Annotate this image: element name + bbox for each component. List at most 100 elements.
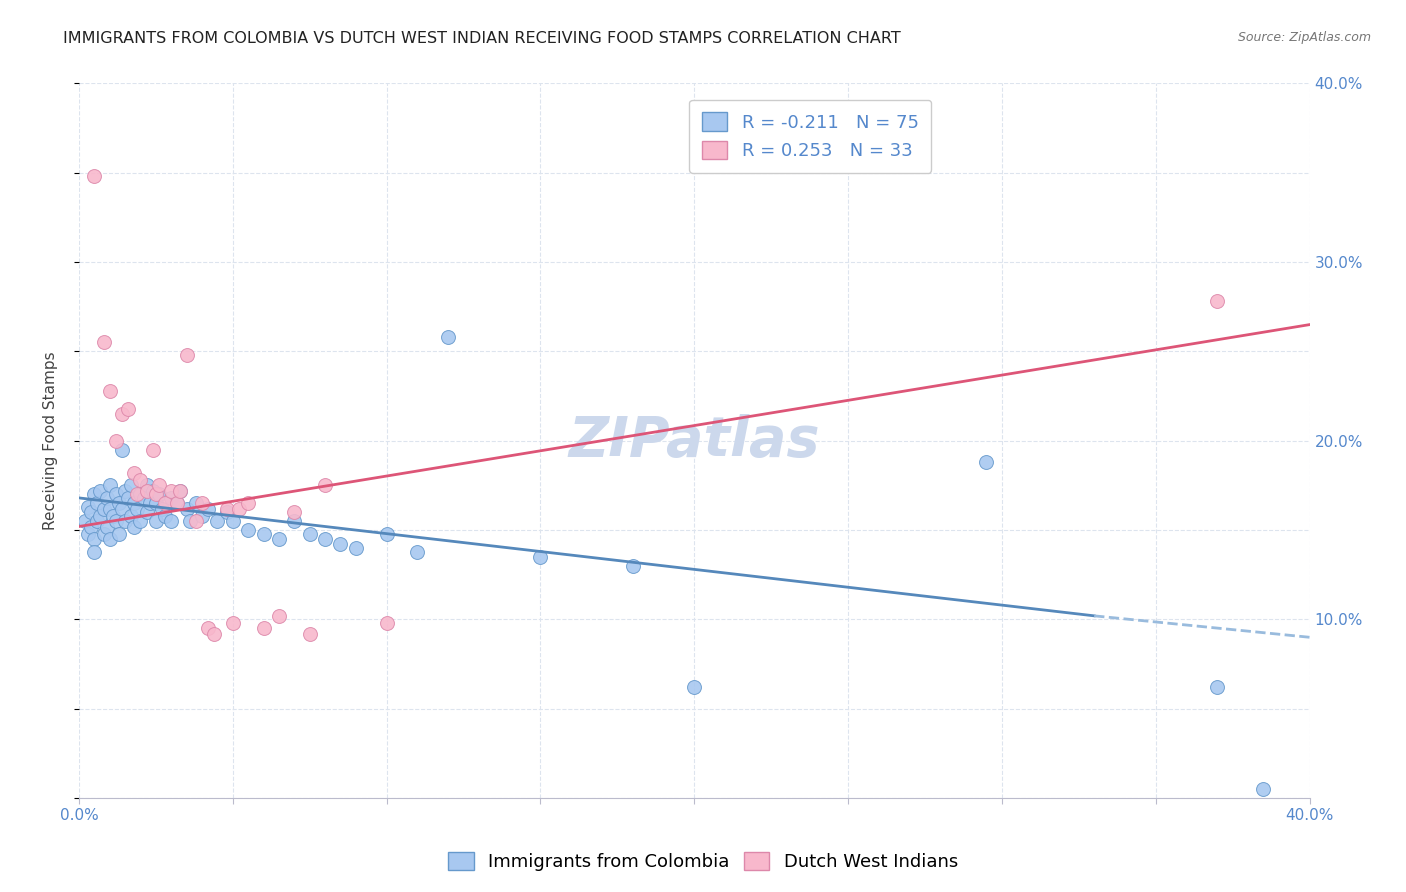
Point xyxy=(145,514,167,528)
Point xyxy=(176,501,198,516)
Point xyxy=(283,514,305,528)
Point xyxy=(135,478,157,492)
Point xyxy=(202,626,225,640)
Point xyxy=(86,514,108,528)
Point xyxy=(529,549,551,564)
Point xyxy=(191,496,214,510)
Point xyxy=(127,501,149,516)
Point xyxy=(166,496,188,510)
Point xyxy=(83,544,105,558)
Point xyxy=(150,501,173,516)
Point xyxy=(166,496,188,510)
Point xyxy=(184,514,207,528)
Point xyxy=(197,621,219,635)
Point xyxy=(124,519,146,533)
Point xyxy=(101,508,124,523)
Point xyxy=(75,514,97,528)
Point xyxy=(176,348,198,362)
Point xyxy=(83,487,105,501)
Point xyxy=(86,496,108,510)
Point xyxy=(215,505,238,519)
Point xyxy=(1253,782,1275,797)
Point xyxy=(148,478,170,492)
Point xyxy=(111,442,134,457)
Point xyxy=(98,384,121,398)
Point xyxy=(406,544,429,558)
Point xyxy=(153,508,176,523)
Point xyxy=(191,508,214,523)
Point xyxy=(108,496,131,510)
Point xyxy=(236,496,259,510)
Point xyxy=(89,483,111,498)
Point xyxy=(96,491,118,505)
Point xyxy=(1206,681,1229,695)
Point xyxy=(124,496,146,510)
Point xyxy=(145,487,167,501)
Point xyxy=(120,508,142,523)
Point xyxy=(77,526,100,541)
Point xyxy=(184,496,207,510)
Legend: Immigrants from Colombia, Dutch West Indians: Immigrants from Colombia, Dutch West Ind… xyxy=(441,845,965,879)
Point xyxy=(77,500,100,514)
Point xyxy=(236,523,259,537)
Point xyxy=(117,491,139,505)
Point xyxy=(314,478,336,492)
Point xyxy=(222,514,245,528)
Point xyxy=(129,473,152,487)
Point xyxy=(1206,294,1229,309)
Point xyxy=(129,514,152,528)
Point xyxy=(169,483,191,498)
Point xyxy=(114,483,136,498)
Point xyxy=(252,621,274,635)
Point xyxy=(93,526,115,541)
Point xyxy=(252,526,274,541)
Point xyxy=(179,514,201,528)
Point xyxy=(111,407,134,421)
Text: IMMIGRANTS FROM COLOMBIA VS DUTCH WEST INDIAN RECEIVING FOOD STAMPS CORRELATION : IMMIGRANTS FROM COLOMBIA VS DUTCH WEST I… xyxy=(63,31,901,46)
Point xyxy=(344,541,367,555)
Point xyxy=(283,505,305,519)
Point xyxy=(132,491,155,505)
Point xyxy=(160,491,183,505)
Point xyxy=(314,532,336,546)
Point xyxy=(222,615,245,630)
Point xyxy=(93,501,115,516)
Point xyxy=(104,514,127,528)
Point xyxy=(976,455,998,469)
Point xyxy=(375,526,398,541)
Point xyxy=(375,615,398,630)
Point xyxy=(93,335,115,350)
Point xyxy=(120,478,142,492)
Point xyxy=(329,537,352,551)
Point xyxy=(142,442,165,457)
Point xyxy=(96,519,118,533)
Point xyxy=(215,501,238,516)
Point xyxy=(98,532,121,546)
Point xyxy=(142,483,165,498)
Point xyxy=(228,501,250,516)
Point xyxy=(104,434,127,448)
Point xyxy=(138,496,160,510)
Point xyxy=(153,496,176,510)
Point xyxy=(124,466,146,480)
Point xyxy=(298,626,321,640)
Point xyxy=(80,505,103,519)
Point xyxy=(207,514,229,528)
Text: ZIPatlas: ZIPatlas xyxy=(568,414,820,467)
Point xyxy=(298,526,321,541)
Point xyxy=(135,505,157,519)
Point xyxy=(148,487,170,501)
Point xyxy=(160,514,183,528)
Legend: R = -0.211   N = 75, R = 0.253   N = 33: R = -0.211 N = 75, R = 0.253 N = 33 xyxy=(689,100,931,173)
Point xyxy=(145,496,167,510)
Point xyxy=(98,478,121,492)
Point xyxy=(114,514,136,528)
Text: Source: ZipAtlas.com: Source: ZipAtlas.com xyxy=(1237,31,1371,45)
Point xyxy=(111,501,134,516)
Point xyxy=(160,483,183,498)
Point xyxy=(127,487,149,501)
Point xyxy=(83,532,105,546)
Point xyxy=(98,501,121,516)
Point xyxy=(267,608,290,623)
Point xyxy=(621,558,644,573)
